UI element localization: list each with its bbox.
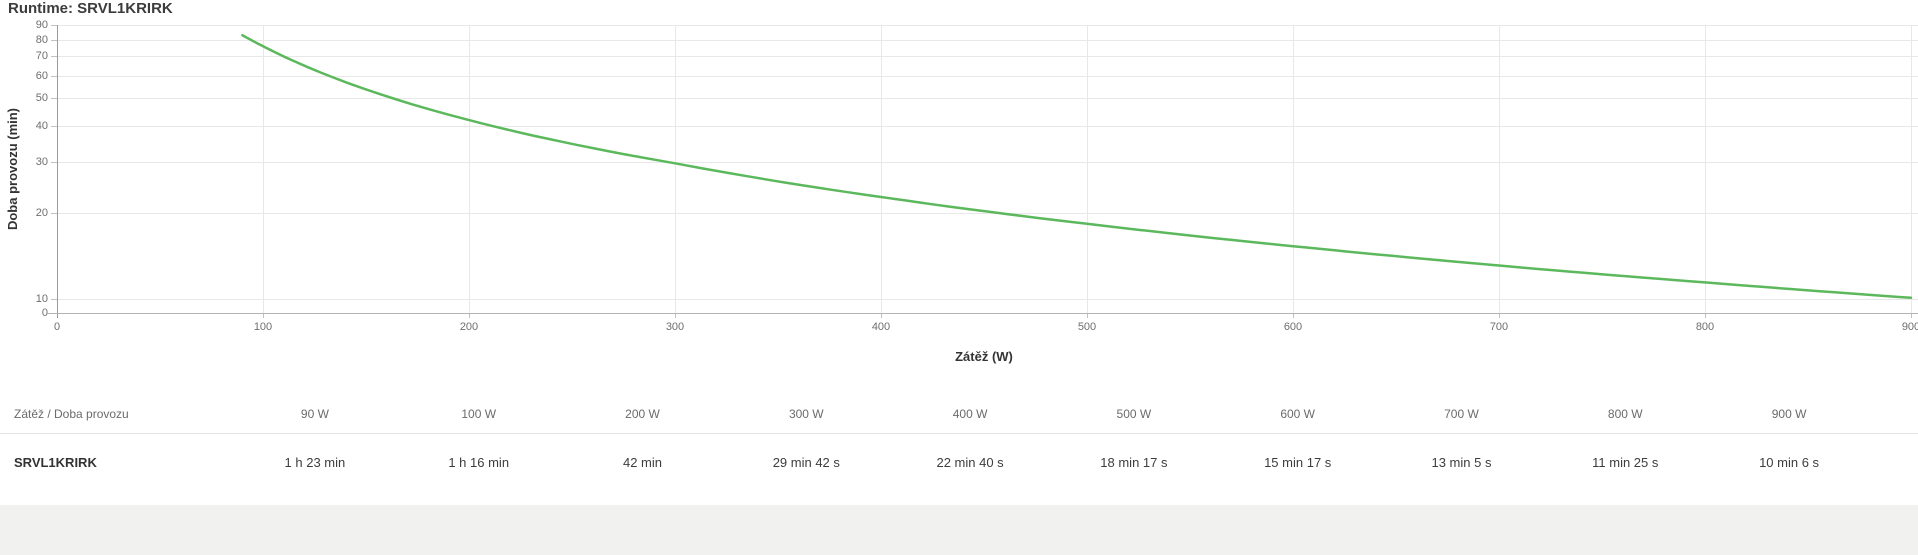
column-header-100w: 100 W (461, 407, 497, 421)
x-tick (1705, 313, 1706, 318)
runtime-value-400w: 22 min 40 s (936, 455, 1004, 470)
column-header-200w: 200 W (625, 407, 660, 421)
runtime-chart: 90 80 70 60 50 40 30 20 10 0 0 100 200 300 400 500 600 70… (0, 19, 1918, 364)
y-tick-label: 80 (35, 34, 48, 46)
runtime-value-90w: 1 h 23 min (284, 455, 346, 470)
y-tick (51, 126, 57, 127)
column-header-90w: 90 W (300, 407, 329, 421)
x-tick-label: 100 (253, 321, 273, 333)
y-tick-label-zero: 0 (41, 307, 48, 319)
x-gridline (675, 25, 676, 313)
x-tick-label: 700 (1489, 321, 1509, 333)
y-tick (51, 25, 57, 26)
x-gridline (1293, 25, 1294, 313)
x-tick-label: 600 (1283, 321, 1303, 333)
x-tick (1499, 313, 1500, 318)
column-header-500w: 500 W (1116, 407, 1152, 421)
y-tick (51, 98, 57, 99)
runtime-table: Zátěž / Doba provozu 90 W 100 W 200 W 30… (0, 395, 1918, 491)
x-tick (881, 313, 882, 318)
runtime-value-600w: 15 min 17 s (1264, 455, 1332, 470)
runtime-value-300w: 29 min 42 s (772, 455, 840, 470)
x-gridline (263, 25, 264, 313)
y-tick (51, 40, 57, 41)
y-axis-line (57, 25, 58, 318)
y-gridline (57, 126, 1918, 127)
x-tick (263, 313, 264, 318)
column-header-300w: 300 W (788, 407, 824, 421)
y-gridline (57, 56, 1918, 57)
y-tick-label: 40 (35, 120, 48, 132)
runtime-value-800w: 11 min 25 s (1592, 455, 1659, 470)
x-tick-label: 900 (1901, 321, 1918, 333)
y-tick (51, 299, 57, 300)
row-label: SRVL1KRIRK (14, 455, 97, 470)
y-gridline (57, 162, 1918, 163)
table-divider (0, 433, 1918, 434)
x-tick-label: 500 (1077, 321, 1097, 333)
y-tick-label: 20 (35, 207, 48, 219)
x-gridline (1705, 25, 1706, 313)
x-tick-label: 400 (871, 321, 891, 333)
x-tick (1293, 313, 1294, 318)
runtime-value-700w: 13 min 5 s (1431, 455, 1492, 470)
table-data-row: SRVL1KRIRK 1 h 23 min 1 h 16 min 42 min … (0, 434, 1871, 491)
y-tick-label: 50 (35, 92, 48, 104)
column-header-700w: 700 W (1444, 407, 1479, 421)
y-tick-label: 70 (35, 50, 48, 62)
page-title: Runtime: SRVL1KRIRK (8, 0, 173, 17)
x-gridline (469, 25, 470, 313)
y-gridline (57, 40, 1918, 41)
runtime-value-100w: 1 h 16 min (448, 455, 510, 470)
runtime-curve (241, 33, 1913, 300)
x-gridline (1911, 25, 1912, 313)
table-header-row: Zátěž / Doba provozu 90 W 100 W 200 W 30… (0, 395, 1871, 433)
runtime-value-900w: 10 min 6 s (1759, 455, 1820, 470)
y-gridline (57, 98, 1918, 99)
column-header-800w: 800 W (1607, 407, 1643, 421)
x-axis-line (47, 313, 1918, 314)
y-tick (51, 162, 57, 163)
footnote-bar: i Aproximace křivky pro naměřená provozn… (0, 505, 1918, 555)
x-gridline (1499, 25, 1500, 313)
x-tick-label: 800 (1695, 321, 1715, 333)
x-gridline (1087, 25, 1088, 313)
y-tick (51, 56, 57, 57)
table-corner-label: Zátěž / Doba provozu (14, 407, 129, 421)
runtime-value-200w: 42 min (622, 455, 662, 470)
y-tick-label: 30 (35, 156, 48, 168)
y-tick-label: 10 (35, 293, 48, 305)
x-tick-label: 200 (459, 321, 479, 333)
x-tick (675, 313, 676, 318)
y-gridline (57, 76, 1918, 77)
column-header-600w: 600 W (1280, 407, 1316, 421)
x-tick (469, 313, 470, 318)
x-gridline (881, 25, 882, 313)
x-axis-title: Zátěž (W) (955, 349, 1013, 364)
column-header-900w: 900 W (1771, 407, 1807, 421)
x-tick-label: 0 (53, 321, 61, 333)
y-tick (51, 213, 57, 214)
y-tick-label: 90 (35, 19, 48, 31)
x-tick (1911, 313, 1912, 318)
y-gridline (57, 213, 1918, 214)
y-tick-label: 60 (35, 70, 48, 82)
y-gridline (57, 25, 1918, 26)
runtime-value-500w: 18 min 17 s (1100, 455, 1168, 470)
x-tick (1087, 313, 1088, 318)
x-tick-label: 300 (665, 321, 685, 333)
y-gridline (57, 299, 1918, 300)
runtime-curve-path (241, 33, 1913, 300)
y-tick (51, 76, 57, 77)
column-header-400w: 400 W (952, 407, 988, 421)
y-axis-title: Doba provozu (min) (5, 107, 20, 231)
